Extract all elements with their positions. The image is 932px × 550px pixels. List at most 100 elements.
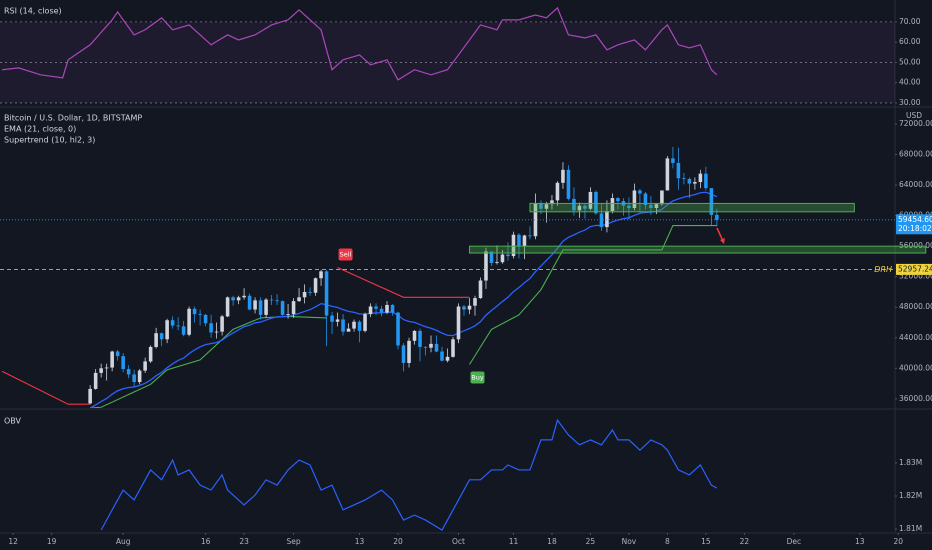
candle-body: [539, 203, 543, 209]
candle-body: [302, 291, 307, 298]
ema-line: [89, 191, 718, 408]
candle-body: [715, 214, 719, 220]
x-tick-label: 8: [665, 537, 670, 546]
price-zone: [468, 245, 927, 254]
x-tick-label: 16: [201, 537, 211, 546]
candle-body: [478, 280, 483, 299]
candle-body: [434, 343, 439, 352]
candle-body: [236, 297, 241, 301]
candle-body: [137, 370, 142, 383]
candle-body: [390, 304, 395, 313]
supertrend-line: [337, 267, 470, 298]
candle-body: [341, 319, 345, 332]
candle-body: [698, 173, 703, 183]
candle-body: [104, 367, 109, 369]
candle-body: [192, 308, 197, 315]
candle-body: [93, 372, 98, 389]
candle-body: [346, 328, 351, 332]
x-tick-label: Nov: [622, 537, 637, 546]
y-tick-label: 30.00: [899, 98, 921, 107]
candle-body: [605, 211, 609, 228]
candle-body: [682, 178, 686, 180]
candle-body: [357, 321, 362, 331]
y-tick-label: 68000.00: [899, 150, 932, 159]
candle-body: [517, 234, 521, 247]
candle-body: [220, 316, 224, 332]
candle-body: [330, 315, 334, 322]
x-tick-label: 20: [894, 537, 904, 546]
candle-body: [132, 374, 136, 383]
x-tick-label: Dec: [787, 537, 802, 546]
candle-body: [643, 193, 648, 205]
x-tick-label: 25: [586, 537, 596, 546]
candle-body: [297, 297, 301, 302]
x-tick-label: 23: [239, 537, 249, 546]
x-tick-label: 18: [547, 537, 557, 546]
candle-body: [115, 351, 120, 357]
candle-body: [275, 300, 279, 302]
supertrend-legend: Supertrend (10, hl2, 3): [4, 136, 95, 145]
rsi-line: [2, 6, 718, 81]
candle-body: [319, 271, 323, 279]
candle-body: [214, 331, 219, 333]
currency-label: USD: [906, 111, 922, 120]
x-tick-label: 15: [701, 537, 711, 546]
candle-body: [495, 262, 499, 263]
supertrend-line: [1, 370, 91, 405]
obv-line: [100, 418, 718, 531]
candle-body: [401, 345, 406, 363]
candle-body: [610, 198, 615, 212]
candle-body: [544, 204, 549, 209]
candle-body: [511, 234, 516, 257]
candle-body: [363, 314, 367, 331]
candle-body: [291, 301, 296, 315]
candle-body: [445, 356, 450, 361]
y-tick-label: 1.83M: [899, 458, 922, 467]
pane-layer: [1, 146, 719, 408]
candle-body: [462, 306, 466, 310]
candle-body: [99, 368, 103, 373]
y-tick-label: 70.00: [899, 17, 921, 26]
candle-body: [489, 251, 494, 263]
candle-body: [528, 235, 532, 237]
price-title: Bitcoin / U.S. Dollar, 1D, BITSTAMP: [4, 114, 142, 123]
x-tick-label: 13: [855, 537, 865, 546]
x-tick-label: Sep: [286, 537, 300, 546]
y-tick-label: 40.00: [899, 78, 921, 87]
price-zone: [529, 202, 855, 213]
signal-label: Sell: [340, 251, 352, 259]
y-tick-label: 40000.00: [899, 363, 932, 372]
x-tick-label: 19: [47, 537, 57, 546]
supertrend-line: [469, 225, 717, 365]
candle-body: [588, 191, 593, 209]
x-tick-label: Aug: [116, 537, 131, 546]
y-tick-label: 64000.00: [899, 180, 932, 189]
candle-body: [170, 320, 175, 326]
candle-body: [264, 299, 268, 315]
candle-body: [660, 190, 664, 205]
candle-body: [594, 191, 598, 214]
candle-body: [231, 297, 235, 301]
candle-body: [280, 301, 285, 315]
candle-body: [385, 304, 389, 313]
candle-body: [324, 271, 329, 316]
candle-body: [687, 178, 692, 184]
candle-body: [550, 200, 554, 205]
candle-body: [148, 346, 153, 362]
signal-label-box: [470, 371, 485, 384]
candle-body: [154, 333, 158, 347]
candle-body: [665, 158, 670, 191]
x-tick-label: 22: [740, 537, 750, 546]
candle-body: [709, 188, 714, 215]
candle-body: [308, 291, 312, 293]
signal-arrow: [716, 227, 725, 244]
candle-body: [583, 205, 587, 209]
y-tick-label: 56000.00: [899, 241, 932, 250]
candle-body: [379, 308, 384, 313]
candle-body: [522, 235, 527, 247]
candle-body: [407, 340, 411, 363]
price-line-name: DRH: [874, 265, 892, 274]
candle-body: [676, 162, 681, 179]
